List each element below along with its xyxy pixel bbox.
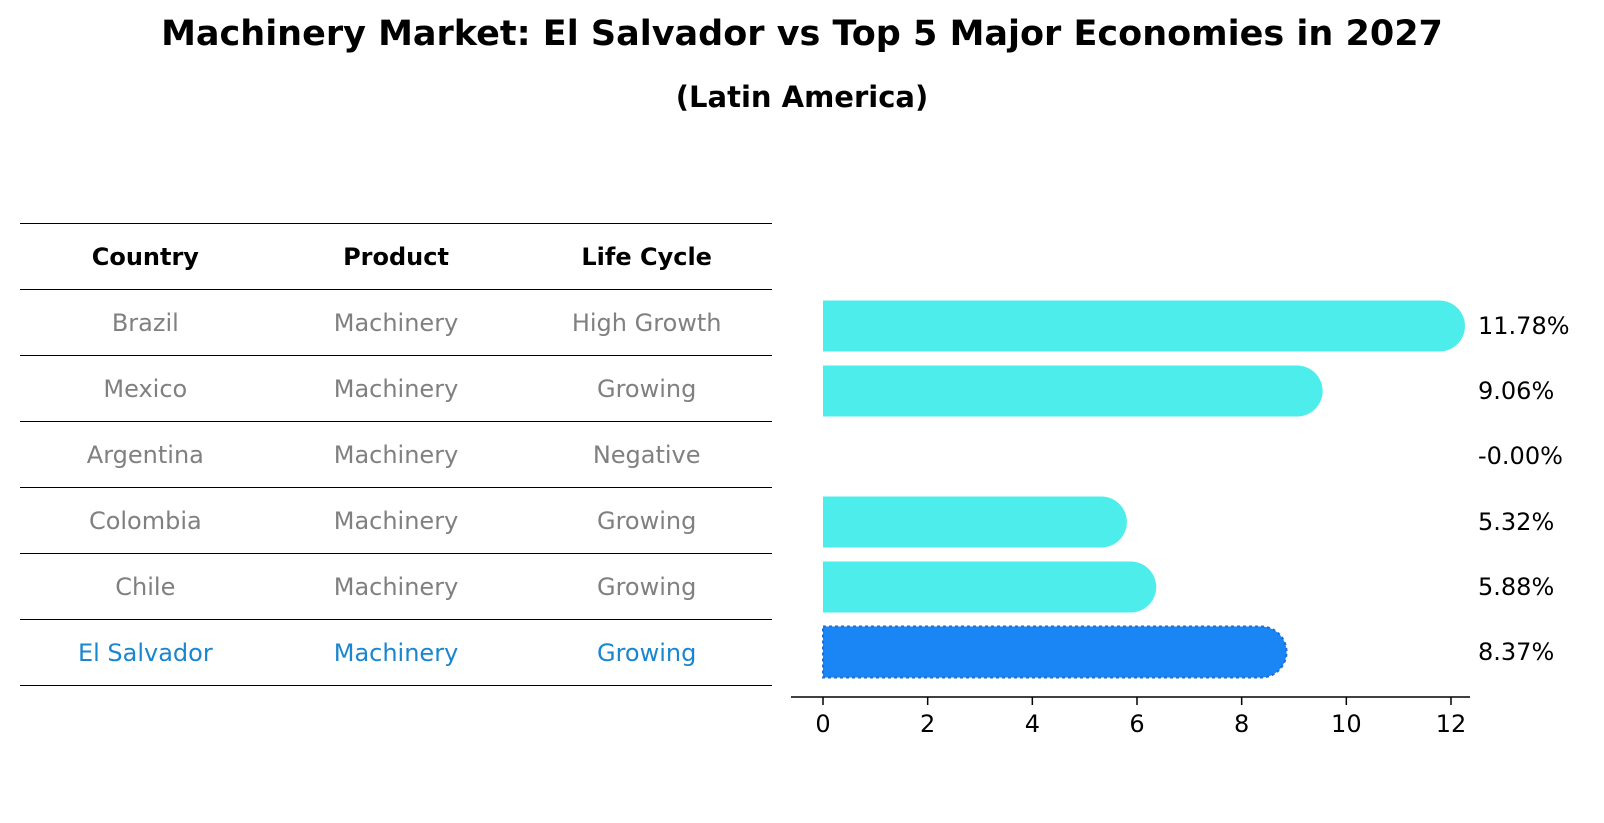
x-tick-label: 6 xyxy=(1129,710,1144,738)
country-cell: Argentina xyxy=(86,440,204,469)
bar xyxy=(823,561,1157,613)
data-label: 9.06% xyxy=(1478,377,1554,405)
x-tick-label: 12 xyxy=(1436,710,1467,738)
header-country: Country xyxy=(91,242,199,271)
x-tick-label: 4 xyxy=(1025,710,1040,738)
table-row: Colombia Machinery Growing xyxy=(20,487,772,553)
data-label: 5.32% xyxy=(1478,508,1554,536)
table-row: Chile Machinery Growing xyxy=(20,553,772,619)
product-cell: Machinery xyxy=(333,572,459,601)
life-cycle-cell: Growing xyxy=(596,572,697,601)
bar xyxy=(823,365,1323,417)
table-row: Mexico Machinery Growing xyxy=(20,355,772,421)
bar xyxy=(823,496,1127,548)
country-cell: Chile xyxy=(115,572,176,601)
table-row: Brazil Machinery High Growth xyxy=(20,289,772,355)
country-cell: Colombia xyxy=(88,506,202,535)
header-life-cycle: Life Cycle xyxy=(581,242,712,271)
life-cycle-cell: Growing xyxy=(596,638,697,667)
bar xyxy=(822,625,1288,679)
x-tick-label: 10 xyxy=(1331,710,1362,738)
x-tick-label: 2 xyxy=(920,710,935,738)
market-table: Country Product Life Cycle Brazil Machin… xyxy=(20,223,772,686)
product-cell: Machinery xyxy=(333,638,459,667)
data-label: -0.00% xyxy=(1478,442,1563,470)
chart-title: Machinery Market: El Salvador vs Top 5 M… xyxy=(161,14,1443,54)
country-cell: Mexico xyxy=(103,374,188,403)
product-cell: Machinery xyxy=(333,374,459,403)
table-row: Argentina Machinery Negative xyxy=(20,421,772,487)
country-cell: El Salvador xyxy=(77,638,213,667)
data-label: 5.88% xyxy=(1478,573,1554,601)
life-cycle-cell: Negative xyxy=(592,440,701,469)
product-cell: Machinery xyxy=(333,506,459,535)
x-tick-label: 0 xyxy=(815,710,830,738)
chart-subtitle: (Latin America) xyxy=(675,80,929,114)
table-header-row: Country Product Life Cycle xyxy=(20,223,772,289)
bar xyxy=(823,300,1465,352)
product-cell: Machinery xyxy=(333,308,459,337)
x-tick-label: 8 xyxy=(1234,710,1249,738)
table-row-highlight: El Salvador Machinery Growing xyxy=(20,619,772,686)
data-label: 11.78% xyxy=(1478,312,1570,340)
life-cycle-cell: Growing xyxy=(596,506,697,535)
product-cell: Machinery xyxy=(333,440,459,469)
country-cell: Brazil xyxy=(111,308,179,337)
header-product: Product xyxy=(343,242,449,271)
life-cycle-cell: Growing xyxy=(596,374,697,403)
data-label: 8.37% xyxy=(1478,638,1554,666)
life-cycle-cell: High Growth xyxy=(571,308,722,337)
